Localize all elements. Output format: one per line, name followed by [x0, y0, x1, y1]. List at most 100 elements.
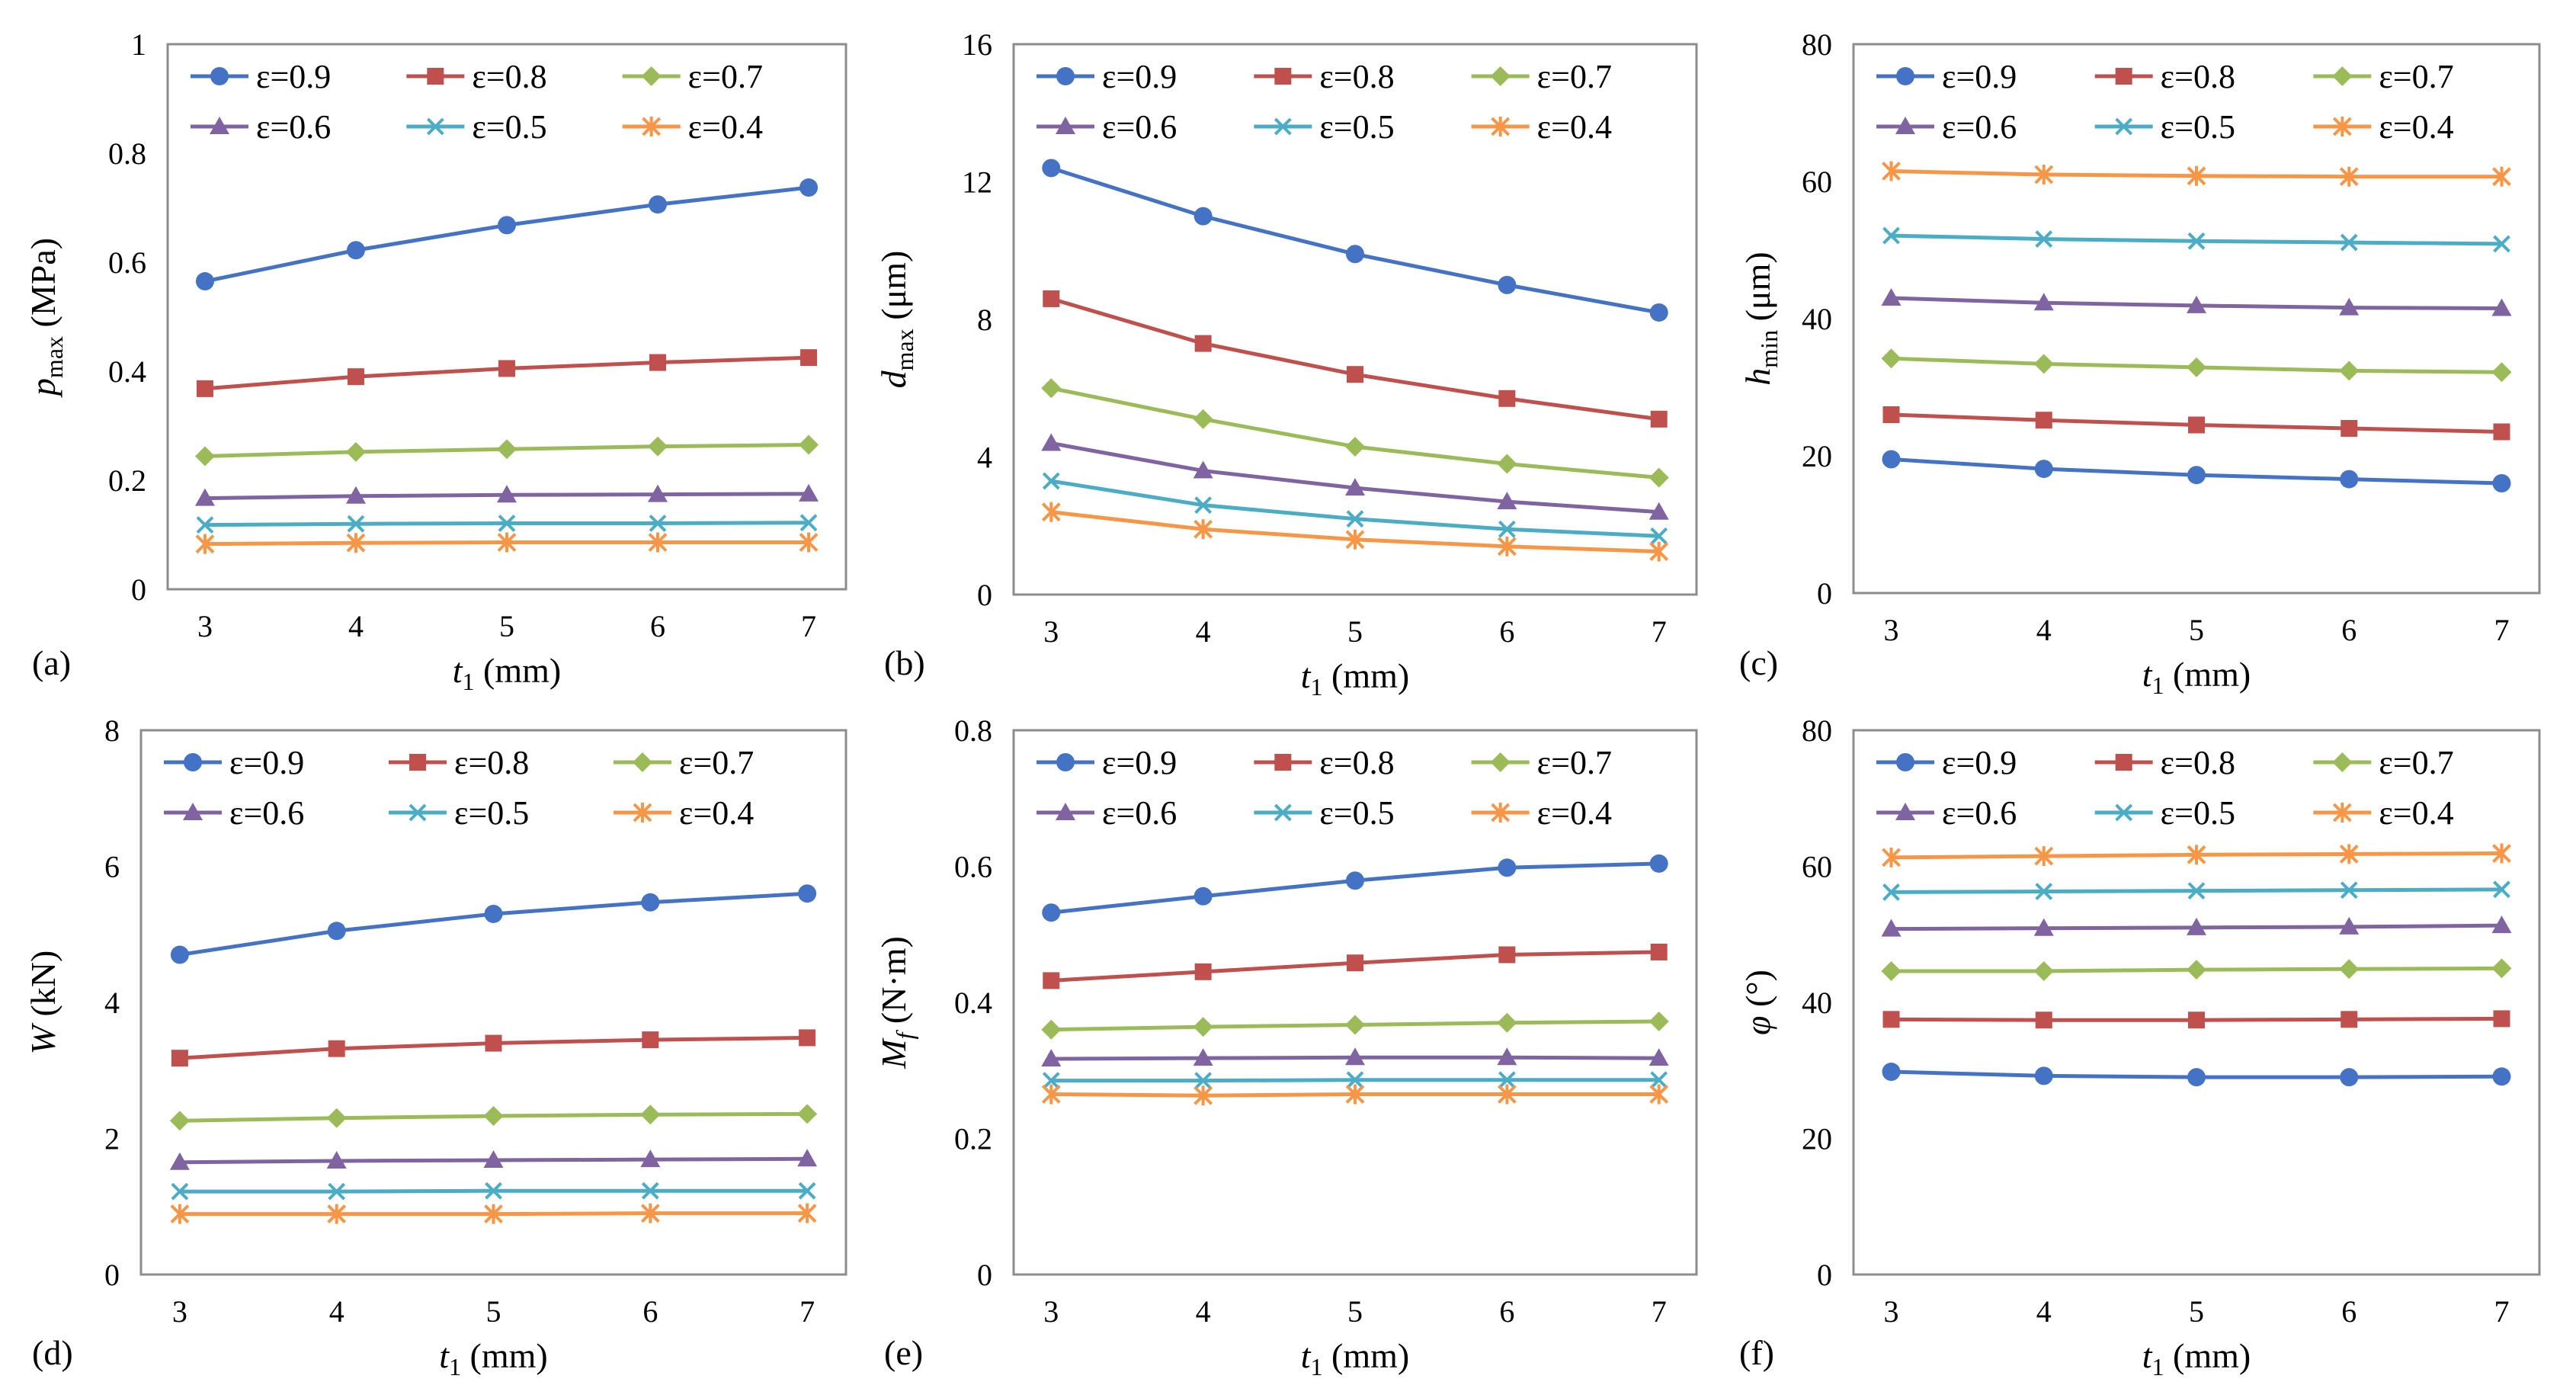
- legend-marker: [409, 754, 426, 771]
- data-point: [484, 904, 503, 923]
- data-point: [1497, 454, 1517, 474]
- data-point: [1193, 409, 1213, 429]
- data-point: [1193, 1048, 1213, 1066]
- legend: ε=0.9 ε=0.8 ε=0.7 ε=0.6 ε=0.5 ε=0.4: [1036, 58, 1612, 146]
- data-point: [798, 1182, 816, 1200]
- data-point: [2187, 357, 2206, 377]
- data-point: [797, 1203, 817, 1223]
- x-tick-label: 6: [642, 1294, 658, 1329]
- series-1: [1882, 450, 2511, 492]
- legend-label: ε=0.7: [1537, 744, 1612, 781]
- panel-label: (e): [884, 1333, 923, 1372]
- data-point: [196, 516, 214, 534]
- x-tick-label: 5: [1347, 1294, 1363, 1329]
- x-axis-label-symbol: t: [2142, 1336, 2153, 1375]
- data-point: [194, 446, 215, 467]
- y-tick-label: 20: [1802, 1122, 1832, 1156]
- plot-frame: [139, 729, 847, 1276]
- data-point: [648, 484, 668, 502]
- data-point: [347, 368, 364, 386]
- x-tick-label: 6: [2341, 613, 2357, 647]
- legend-marker: [426, 117, 444, 136]
- y-tick-label: 6: [104, 850, 120, 884]
- series-3: [1041, 1011, 1669, 1040]
- x-tick-label: 5: [499, 609, 514, 643]
- y-tick-label: 80: [1802, 27, 1832, 62]
- data-point: [2492, 166, 2511, 187]
- x-axis-label-symbol: t: [453, 651, 463, 690]
- data-point: [1648, 467, 1669, 488]
- data-point: [328, 1040, 345, 1057]
- legend-marker: [183, 803, 203, 820]
- data-point: [170, 945, 189, 964]
- y-tick-label: 8: [977, 303, 992, 337]
- data-point: [347, 515, 365, 533]
- data-point: [1345, 1015, 1365, 1035]
- data-point: [2491, 958, 2512, 979]
- legend-item: ε=0.6: [191, 108, 331, 146]
- y-tick-label: 60: [1802, 850, 1832, 884]
- legend-marker: [409, 803, 427, 822]
- series-2: [1043, 290, 1668, 428]
- y-axis-label-unit: (kN): [24, 951, 62, 1025]
- data-point: [1193, 460, 1213, 479]
- legend-marker: [633, 752, 652, 772]
- series-1: [1042, 854, 1668, 922]
- legend-label: ε=0.8: [1319, 58, 1394, 95]
- y-tick-label: 1: [131, 27, 146, 62]
- x-tick-label: 4: [329, 1294, 344, 1329]
- x-tick-label: 7: [1652, 1294, 1667, 1329]
- data-point: [1648, 502, 1669, 520]
- x-tick-label: 7: [1652, 614, 1667, 649]
- y-axis-label: φ (°): [1738, 970, 1777, 1035]
- data-point: [2187, 1068, 2206, 1087]
- series-3: [1881, 958, 2512, 981]
- legend-item: ε=0.8: [406, 58, 547, 95]
- data-point: [326, 1150, 347, 1169]
- data-point: [2492, 1067, 2511, 1086]
- y-axis-label-subscript: max: [891, 329, 918, 370]
- legend-item: ε=0.4: [2313, 108, 2454, 146]
- data-point: [2339, 297, 2360, 316]
- y-axis-label: dmax (μm): [874, 251, 918, 389]
- legend-label: ε=0.9: [229, 744, 304, 781]
- y-tick-label: 4: [104, 986, 120, 1020]
- data-point: [1881, 960, 1902, 981]
- data-point: [1650, 943, 1668, 960]
- data-point: [2493, 1010, 2510, 1028]
- legend-marker: [427, 68, 444, 85]
- legend-label: ε=0.6: [1102, 794, 1177, 832]
- data-point: [640, 1150, 661, 1168]
- x-axis-label-symbol: t: [2142, 655, 2153, 694]
- legend-label: ε=0.8: [2161, 58, 2235, 95]
- data-point: [2034, 846, 2054, 867]
- data-point: [1649, 854, 1668, 873]
- y-tick-label: 0.2: [108, 463, 146, 498]
- legend-item: ε=0.8: [1254, 744, 1395, 781]
- data-point: [2187, 917, 2206, 935]
- legend-label: ε=0.5: [454, 794, 529, 832]
- data-point: [2492, 474, 2511, 492]
- data-point: [2492, 843, 2511, 864]
- legend-item: ε=0.5: [2094, 108, 2235, 146]
- y-tick-label: 20: [1802, 439, 1832, 473]
- data-point: [326, 1108, 347, 1128]
- data-point: [1346, 510, 1364, 528]
- series-5: [1882, 226, 2510, 253]
- data-point: [484, 1204, 503, 1224]
- x-tick-label: 4: [1196, 614, 1211, 649]
- legend-marker: [2332, 752, 2353, 772]
- data-point: [1882, 1011, 1900, 1028]
- series-6: [1882, 161, 2511, 187]
- data-point: [1882, 450, 1901, 469]
- x-tick-label: 4: [1196, 1294, 1211, 1329]
- y-axis-label: Mf (N·m): [874, 936, 918, 1069]
- legend-label: ε=0.7: [679, 744, 754, 781]
- data-point: [797, 1149, 818, 1167]
- x-tick-label: 5: [2189, 1294, 2204, 1329]
- legend-label: ε=0.5: [1319, 108, 1394, 146]
- legend-item: ε=0.5: [1254, 794, 1395, 832]
- y-axis-label-symbol: d: [874, 370, 913, 388]
- x-axis-label-unit: (mm): [2164, 655, 2251, 694]
- legend-marker: [1274, 803, 1292, 822]
